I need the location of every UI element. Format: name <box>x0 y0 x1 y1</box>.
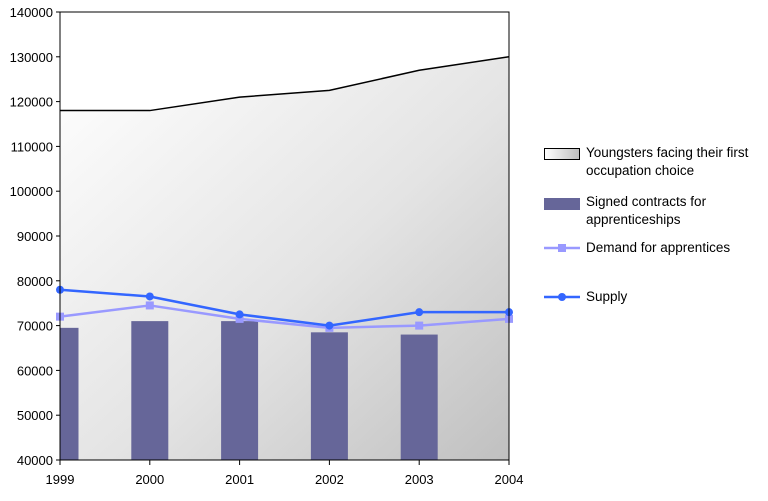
y-tick-label: 100000 <box>10 184 53 199</box>
bar-contracts-2003 <box>400 334 438 460</box>
point-supply-2002 <box>325 321 334 330</box>
legend-label: Supply <box>586 289 628 304</box>
legend-label: Signed contracts for apprenticeships <box>586 194 707 227</box>
area-youngsters-outline <box>60 56 509 112</box>
y-tick-label: 130000 <box>10 50 53 65</box>
point-demand-2000 <box>145 301 154 310</box>
y-tick-label: 120000 <box>10 95 53 110</box>
x-axis: 1999 2000 2001 2002 2003 2004 <box>46 460 524 487</box>
legend-label: Youngsters facing their first occupation… <box>586 145 749 178</box>
y-tick-label: 110000 <box>11 139 53 154</box>
y-tick-label: 50000 <box>17 408 53 423</box>
area-youngsters <box>60 56 509 460</box>
y-tick-label: 60000 <box>17 363 53 378</box>
bar-contracts-2002 <box>310 332 348 460</box>
bar-box-icon <box>544 198 580 210</box>
bar-contracts-2001 <box>221 321 259 460</box>
y-tick-label: 70000 <box>17 319 53 334</box>
y-tick-label: 40000 <box>17 453 53 468</box>
line-demand <box>59 304 510 330</box>
y-tick-label: 80000 <box>17 274 53 289</box>
point-supply-2001 <box>235 310 244 319</box>
point-supply-2003 <box>415 308 424 317</box>
gradient-box-icon <box>544 148 580 160</box>
point-demand-2001 <box>235 314 244 323</box>
legend-label: Demand for apprentices <box>586 240 731 255</box>
x-tick-label: 2004 <box>495 472 524 487</box>
bar-contracts-2000 <box>131 321 169 460</box>
x-tick-label: 2003 <box>405 472 434 487</box>
point-demand-2003 <box>415 321 424 330</box>
square-marker-line-icon <box>544 244 580 252</box>
y-tick-label: 140000 <box>10 5 53 20</box>
plot-area <box>56 11 513 461</box>
x-tick-label: 2001 <box>225 472 254 487</box>
line-supply <box>59 288 509 327</box>
x-tick-label: 1999 <box>46 472 75 487</box>
bar-contracts-1999 <box>60 327 79 460</box>
y-axis: 40000 50000 60000 70000 80000 90000 100000 1100… <box>10 5 60 468</box>
circle-marker-line-icon <box>544 293 580 301</box>
x-tick-label: 2002 <box>315 472 344 487</box>
point-supply-2000 <box>145 292 154 301</box>
y-tick-label: 90000 <box>17 229 53 244</box>
x-tick-label: 2000 <box>135 472 164 487</box>
